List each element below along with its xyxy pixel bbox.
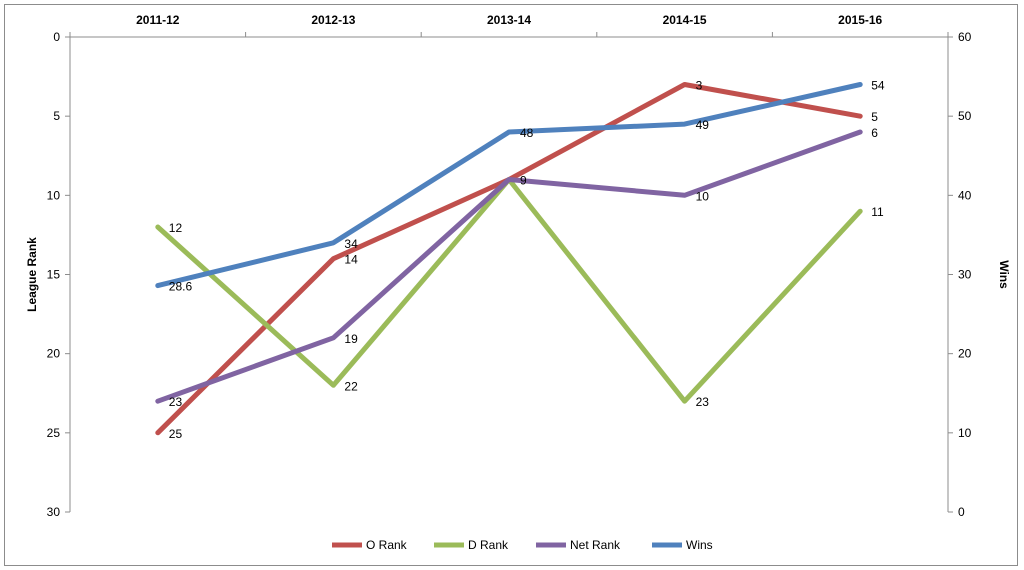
series-line-d-rank bbox=[155, 177, 863, 404]
category-label: 2012-13 bbox=[311, 13, 355, 27]
category-label: 2015-16 bbox=[838, 13, 882, 27]
data-label: 28.6 bbox=[169, 280, 193, 294]
data-label: 23 bbox=[169, 395, 183, 409]
left-tick-label: 20 bbox=[47, 347, 61, 361]
left-tick-label: 5 bbox=[53, 109, 60, 123]
category-label: 2014-15 bbox=[663, 13, 707, 27]
data-label: 54 bbox=[871, 79, 885, 93]
right-tick-label: 10 bbox=[958, 426, 972, 440]
data-label: 11 bbox=[871, 205, 884, 219]
right-tick-label: 40 bbox=[958, 188, 972, 202]
series-line-net-rank bbox=[155, 129, 863, 404]
legend-label: O Rank bbox=[366, 538, 408, 552]
category-label: 2013-14 bbox=[487, 13, 531, 27]
chart-frame bbox=[4, 4, 1018, 566]
left-tick-label: 15 bbox=[47, 268, 61, 282]
right-tick-label: 30 bbox=[958, 268, 972, 282]
right-axis-title: Wins bbox=[997, 260, 1011, 289]
data-label: 14 bbox=[344, 253, 358, 267]
right-tick-label: 60 bbox=[958, 30, 972, 44]
data-label: 23 bbox=[696, 395, 710, 409]
data-label: 10 bbox=[696, 189, 710, 203]
data-label: 9 bbox=[520, 174, 527, 188]
data-label: 34 bbox=[344, 237, 358, 251]
legend-label: D Rank bbox=[468, 538, 509, 552]
left-tick-label: 30 bbox=[47, 505, 61, 519]
data-label: 3 bbox=[696, 79, 703, 93]
left-tick-label: 0 bbox=[53, 30, 60, 44]
data-label: 5 bbox=[871, 110, 878, 124]
data-label: 25 bbox=[169, 427, 183, 441]
legend-label: Net Rank bbox=[570, 538, 621, 552]
data-label: 12 bbox=[169, 221, 183, 235]
right-tick-label: 50 bbox=[958, 109, 972, 123]
data-label: 6 bbox=[871, 126, 878, 140]
data-label: 19 bbox=[344, 332, 358, 346]
left-tick-label: 25 bbox=[47, 426, 61, 440]
legend-label: Wins bbox=[686, 538, 713, 552]
left-axis-title: League Rank bbox=[25, 237, 39, 312]
right-tick-label: 20 bbox=[958, 347, 972, 361]
category-label: 2011-12 bbox=[136, 13, 180, 27]
left-tick-label: 10 bbox=[47, 188, 61, 202]
series-line-wins bbox=[155, 82, 863, 289]
data-label: 49 bbox=[696, 118, 710, 132]
data-label: 48 bbox=[520, 126, 534, 140]
right-tick-label: 0 bbox=[958, 505, 965, 519]
data-label: 22 bbox=[344, 379, 358, 393]
